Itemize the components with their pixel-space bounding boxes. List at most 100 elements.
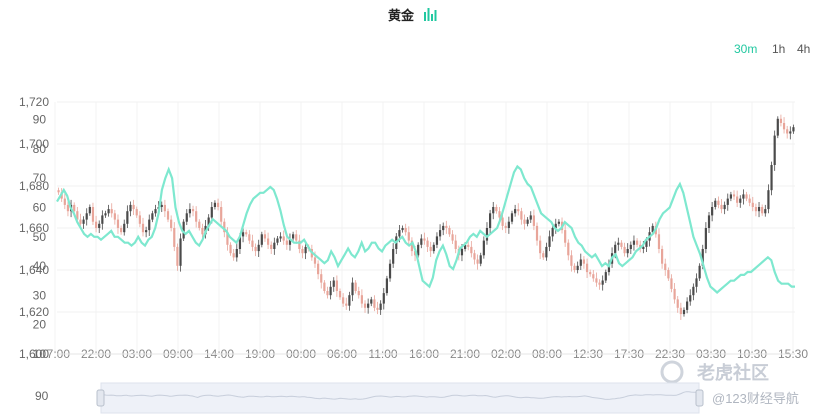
timeframe-4h[interactable]: 4h [797,42,810,56]
candle [138,211,141,228]
candle [376,301,379,315]
candle [298,234,301,254]
candle [673,283,676,304]
y-left-tick-label: 1,660 [19,221,49,235]
x-tick-label: 17:00 [40,347,70,361]
candle [279,232,282,242]
candle [257,239,260,257]
candle [585,258,589,278]
candle [689,289,692,306]
candle [116,214,120,234]
candle [739,195,742,208]
candle [595,272,598,287]
candle [617,237,620,251]
chart-bars-icon[interactable] [424,8,437,21]
candle [248,230,251,244]
y-right-tick-label: 40 [33,259,47,273]
candle [326,286,329,299]
candle [786,125,789,139]
timeframe-1h[interactable]: 1h [772,42,785,56]
candle [382,288,385,310]
candle [714,198,717,210]
candle [260,231,263,248]
candle [535,222,539,246]
candle [492,201,495,220]
candle [182,219,185,242]
candle [320,269,323,289]
candle [160,201,163,213]
candle [792,124,795,134]
candle [385,275,389,296]
candle [564,224,567,247]
candle [188,203,192,218]
candle [220,201,223,226]
candle [667,267,670,281]
candle [170,215,173,232]
candle [451,230,454,244]
navigator-label: 90 [35,389,49,403]
candle [445,220,448,234]
y-left-tick-label: 1,640 [19,263,49,277]
candle [470,241,473,258]
candle [704,222,707,254]
candle [254,243,257,257]
candle [301,245,304,259]
candle [698,263,701,281]
candle [520,207,523,225]
candle [510,210,514,225]
candle [401,225,404,233]
candle [517,203,520,216]
candle [604,269,607,284]
navigator-handle-left[interactable] [96,389,105,407]
candle [557,219,561,227]
candle [101,210,104,230]
candle [707,212,711,234]
candle [120,225,123,235]
y-right-tick-label: 60 [33,200,47,214]
candle [429,241,432,257]
candle [623,242,626,257]
candle [514,204,517,217]
candle [529,211,532,223]
timeframe-30m[interactable]: 30m [734,42,757,56]
candle [363,300,367,313]
y-right-tick-label: 70 [33,171,47,185]
candle [489,209,492,234]
candle [304,241,307,260]
candle [291,231,295,242]
candle [526,217,529,227]
candle [404,223,407,236]
candle [592,270,595,282]
y-right-tick-label: 10 [33,347,47,361]
candle [351,277,354,302]
indicator-line [56,164,795,294]
candle [98,220,101,234]
candle [213,200,217,210]
candle [551,224,554,242]
y-right-tick-label: 30 [33,288,47,302]
navigator-handle-right[interactable] [695,389,704,407]
candle [410,237,414,257]
candle [392,243,395,268]
candle [245,229,248,237]
candle [135,206,138,218]
candle [151,210,154,223]
candle [473,249,476,265]
candle [664,258,667,276]
candle [682,307,686,317]
candle [751,196,754,212]
candle [354,280,357,294]
candle [482,236,485,259]
candle [191,205,195,217]
candle [229,242,232,256]
candle [601,275,604,291]
watermark: 老虎社区 @123财经导航 [660,360,799,406]
candle [173,222,176,252]
navigator-window[interactable] [100,382,700,414]
candle [761,204,764,216]
y-right-tick-label: 50 [33,230,47,244]
watermark-brand: 老虎社区 [697,362,769,383]
candle [745,191,748,202]
candle [91,202,95,226]
